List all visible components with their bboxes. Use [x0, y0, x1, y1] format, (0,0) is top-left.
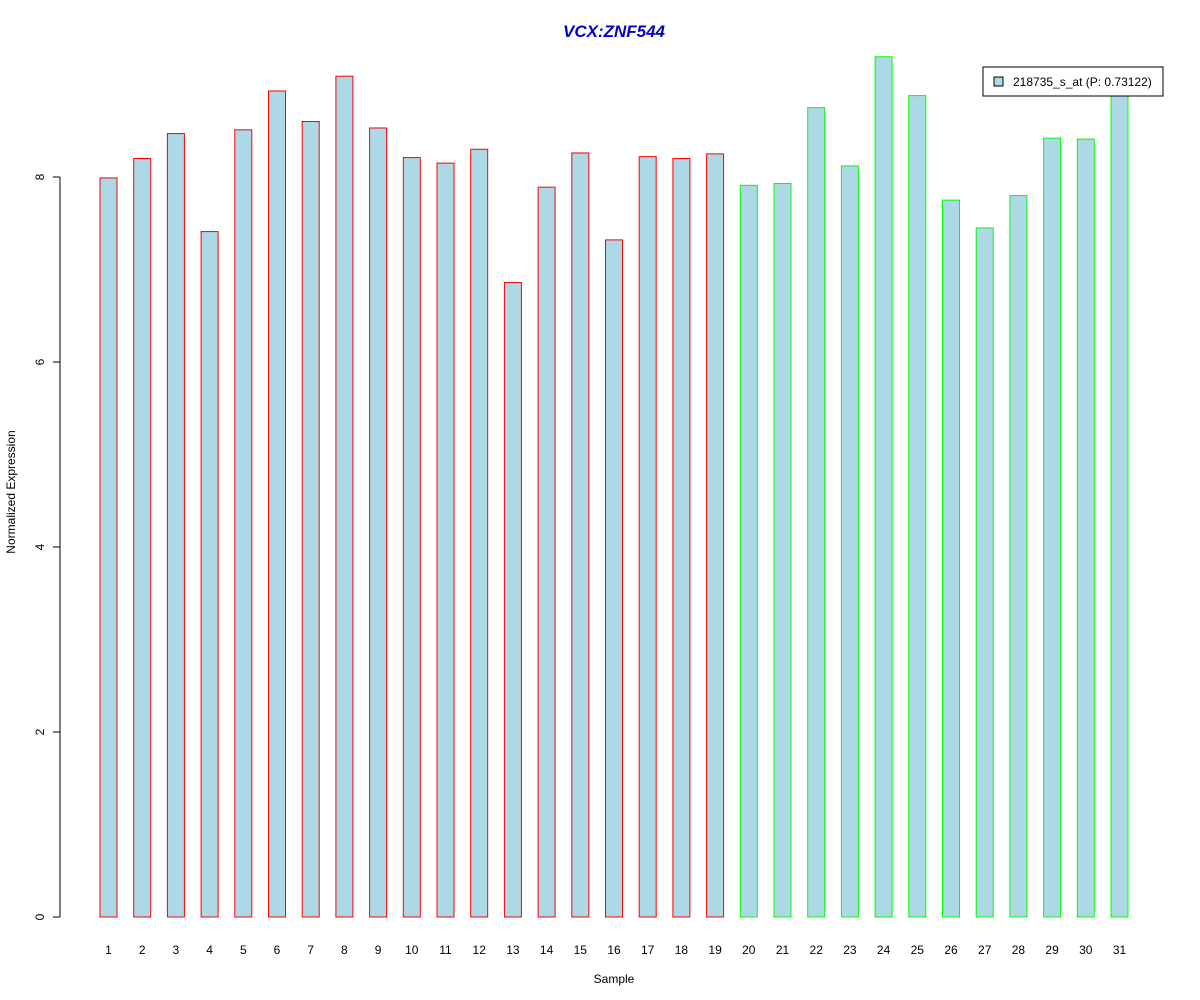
bars	[99, 56, 1129, 918]
bar-sample-13	[503, 281, 522, 918]
x-tick-label: 5	[240, 943, 247, 957]
legend-swatch	[993, 76, 1004, 87]
bar-sample-24	[874, 56, 893, 918]
bar-sample-20	[739, 184, 758, 918]
bar-sample-2	[133, 158, 152, 918]
bar-sample-3	[166, 133, 185, 918]
x-axis-title: Sample	[594, 972, 635, 986]
x-tick-label: 18	[675, 943, 689, 957]
x-tick-label: 2	[139, 943, 146, 957]
x-tick-label: 30	[1079, 943, 1093, 957]
bar-sample-28	[1009, 195, 1028, 918]
x-tick-label: 25	[911, 943, 925, 957]
bar-sample-4	[200, 231, 219, 918]
x-tick-label: 19	[708, 943, 722, 957]
x-tick-label: 11	[439, 943, 452, 957]
bar-sample-12	[470, 148, 489, 918]
y-tick-label: 0	[33, 913, 47, 920]
x-tick-label: 26	[944, 943, 958, 957]
x-tick-label: 15	[574, 943, 588, 957]
legend-box	[982, 66, 1164, 97]
y-tick-label: 8	[33, 173, 47, 180]
x-tick-label: 21	[776, 943, 790, 957]
x-tick-label: 4	[206, 943, 213, 957]
bar-sample-26	[942, 199, 960, 918]
x-tick-label: 9	[375, 943, 382, 957]
x-tick-label: 29	[1045, 943, 1059, 957]
legend-label: 218735_s_at (P: 0.73122)	[1013, 75, 1152, 89]
bar-sample-30	[1076, 138, 1095, 918]
bar-sample-14	[537, 186, 556, 918]
bar-sample-8	[335, 75, 354, 918]
x-tick-label: 17	[641, 943, 655, 957]
bar-sample-1	[99, 177, 118, 918]
bar-sample-15	[571, 152, 590, 918]
x-tick-label: 12	[473, 943, 487, 957]
x-tick-labels: 1 2 3 4 5 6 7 8 9 10 11 12 13 14 15 16 17 18 19 20 21 22 23 24 2…	[105, 943, 1126, 957]
bar-sample-21	[773, 182, 792, 918]
bar-sample-5	[234, 129, 253, 918]
x-tick-label: 16	[607, 943, 621, 957]
legend: 218735_s_at (P: 0.73122)	[982, 66, 1164, 97]
y-tick-label: 2	[33, 728, 47, 735]
x-tick-label: 3	[173, 943, 180, 957]
bar-sample-18	[672, 158, 691, 918]
x-tick-label: 24	[877, 943, 891, 957]
bar-sample-27	[975, 227, 994, 918]
y-tick-label: 6	[33, 358, 47, 365]
x-tick-label: 10	[405, 943, 419, 957]
x-tick-label: 28	[1012, 943, 1026, 957]
x-tick-label: 23	[843, 943, 857, 957]
x-tick-label: 20	[742, 943, 756, 957]
bar-sample-10	[402, 157, 421, 918]
bar-sample-29	[1043, 137, 1062, 918]
chart-title: VCX:ZNF544	[563, 22, 666, 41]
bar-sample-16	[605, 239, 623, 918]
bar-sample-9	[369, 127, 388, 918]
bar-sample-31	[1110, 86, 1129, 918]
bar-sample-22	[807, 107, 826, 918]
x-tick-label: 1	[105, 943, 112, 957]
x-tick-label: 27	[978, 943, 992, 957]
bar-sample-25	[908, 95, 927, 918]
x-tick-label: 6	[274, 943, 281, 957]
bar-sample-23	[840, 165, 859, 918]
x-tick-label: 8	[341, 943, 348, 957]
y-tick-label: 4	[33, 543, 47, 550]
bar-sample-6	[268, 90, 286, 918]
x-tick-label: 22	[810, 943, 824, 957]
y-axis: 0 2 4 6 8	[33, 173, 61, 920]
x-tick-label: 14	[540, 943, 554, 957]
x-tick-label: 31	[1113, 943, 1127, 957]
bar-sample-19	[706, 153, 725, 918]
y-axis-title: Normalized Expression	[4, 430, 18, 553]
bar-sample-7	[301, 121, 320, 918]
x-tick-label: 13	[506, 943, 520, 957]
bar-sample-17	[638, 156, 657, 918]
x-tick-label: 7	[307, 943, 314, 957]
bar-sample-11	[436, 162, 455, 918]
